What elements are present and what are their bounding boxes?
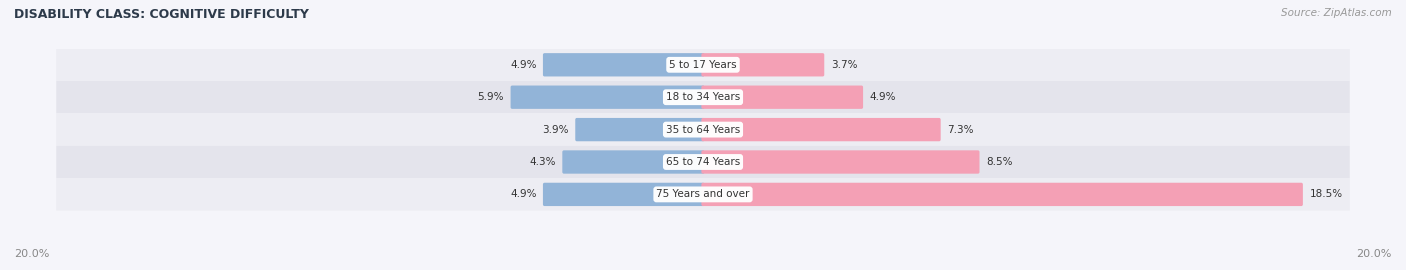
FancyBboxPatch shape <box>543 53 704 76</box>
Text: 4.9%: 4.9% <box>510 189 537 200</box>
FancyBboxPatch shape <box>56 81 1350 113</box>
Text: 4.9%: 4.9% <box>510 60 537 70</box>
Text: 20.0%: 20.0% <box>14 249 49 259</box>
Text: 20.0%: 20.0% <box>1357 249 1392 259</box>
FancyBboxPatch shape <box>562 150 704 174</box>
FancyBboxPatch shape <box>56 146 1350 178</box>
Text: 3.7%: 3.7% <box>831 60 858 70</box>
FancyBboxPatch shape <box>56 113 1350 146</box>
Text: 35 to 64 Years: 35 to 64 Years <box>666 124 740 135</box>
FancyBboxPatch shape <box>56 178 1350 211</box>
FancyBboxPatch shape <box>702 150 980 174</box>
FancyBboxPatch shape <box>702 118 941 141</box>
Text: 3.9%: 3.9% <box>543 124 569 135</box>
Text: 5.9%: 5.9% <box>478 92 505 102</box>
FancyBboxPatch shape <box>56 49 1350 81</box>
FancyBboxPatch shape <box>510 86 704 109</box>
Text: DISABILITY CLASS: COGNITIVE DIFFICULTY: DISABILITY CLASS: COGNITIVE DIFFICULTY <box>14 8 309 21</box>
FancyBboxPatch shape <box>702 183 1303 206</box>
Text: 18.5%: 18.5% <box>1309 189 1343 200</box>
FancyBboxPatch shape <box>575 118 704 141</box>
Text: 75 Years and over: 75 Years and over <box>657 189 749 200</box>
Text: 7.3%: 7.3% <box>948 124 973 135</box>
Text: Source: ZipAtlas.com: Source: ZipAtlas.com <box>1281 8 1392 18</box>
Text: 4.9%: 4.9% <box>869 92 896 102</box>
Text: 5 to 17 Years: 5 to 17 Years <box>669 60 737 70</box>
Text: 8.5%: 8.5% <box>986 157 1012 167</box>
FancyBboxPatch shape <box>702 86 863 109</box>
FancyBboxPatch shape <box>702 53 824 76</box>
FancyBboxPatch shape <box>543 183 704 206</box>
Text: 4.3%: 4.3% <box>530 157 555 167</box>
Text: 18 to 34 Years: 18 to 34 Years <box>666 92 740 102</box>
Text: 65 to 74 Years: 65 to 74 Years <box>666 157 740 167</box>
